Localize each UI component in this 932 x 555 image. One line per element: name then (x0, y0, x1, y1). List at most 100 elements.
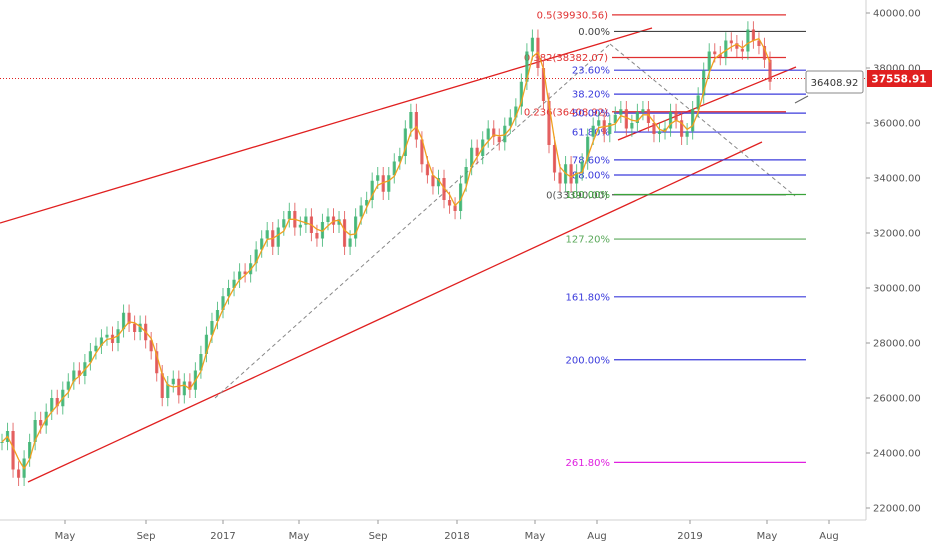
candle-body (16, 469, 21, 478)
candle-body (182, 381, 186, 396)
candle-body (420, 139, 424, 165)
fib-retracement-label: 261.80% (566, 458, 611, 469)
candle-body (138, 323, 142, 332)
candle-body (72, 370, 76, 382)
candle-body (77, 370, 81, 376)
candle-body (149, 340, 153, 352)
candle-body (641, 109, 645, 112)
fib-retracement-label: 100.00% (566, 190, 611, 201)
dashed-projection-down (609, 43, 796, 197)
y-tick-label: 30000.00 (873, 284, 921, 295)
candle-body (735, 43, 739, 49)
candle-body (304, 216, 308, 225)
candle-body (414, 112, 418, 140)
candle-body (724, 40, 728, 57)
candle-body (713, 51, 717, 55)
x-tick-label: 2019 (677, 531, 702, 542)
candle-body (663, 128, 667, 132)
candle-body (387, 175, 391, 192)
candle-body (166, 384, 170, 398)
candle-body (204, 334, 209, 354)
x-tick-label: May (289, 531, 310, 542)
candle-body (668, 112, 673, 129)
x-tick-label: May (55, 531, 76, 542)
candle-body (685, 131, 689, 137)
price-series[interactable] (0, 21, 772, 486)
fib-extension-label: 0(33390.00) (546, 190, 608, 201)
candle-body (94, 345, 98, 352)
candle-body (514, 106, 518, 118)
candle-body (354, 216, 358, 239)
candle-body (569, 164, 573, 184)
candle-body (525, 51, 529, 82)
candle-body (746, 29, 750, 52)
inner-trendline[interactable] (617, 66, 797, 141)
candle-body (447, 200, 452, 206)
x-tick-label: Sep (137, 531, 156, 542)
fib-retracement-levels[interactable]: 0.00% 23.60% 38.20% 50.00% 61.80% 78.60% 88.00… (566, 27, 807, 469)
candle-body (679, 120, 684, 137)
candle-body (597, 120, 601, 126)
candle-body (39, 420, 43, 426)
candle-body (458, 183, 463, 211)
candle-body (66, 381, 70, 390)
candle-body (177, 378, 181, 396)
last-price-label: 37558.91 (871, 74, 926, 86)
time-axis[interactable]: May Sep 2017 May Sep 2018 May Aug 2019 May Aug (55, 520, 839, 542)
candle-body (497, 136, 501, 143)
candle-body (707, 51, 711, 71)
x-tick-label: Aug (819, 531, 839, 542)
candle-body (762, 46, 767, 60)
channel-lower-trendline[interactable] (27, 141, 763, 483)
candle-body (702, 70, 706, 96)
candle-body (381, 175, 385, 192)
candle-body (696, 95, 700, 110)
moving-average-line[interactable] (1, 37, 771, 470)
candle-body (348, 238, 352, 247)
candle-body (619, 109, 623, 115)
candle-body (558, 172, 562, 184)
candle-body (342, 219, 347, 247)
candle-body (464, 167, 468, 184)
price-marker-label: 36408.92 (811, 78, 859, 89)
candle-body (409, 112, 413, 129)
candle-body (50, 398, 54, 412)
candle-body (359, 205, 363, 217)
fib-retracement-label: 38.20% (572, 90, 610, 101)
fib-extension-label: 0.382(38382.07) (524, 53, 608, 64)
dashed-projection-up (214, 43, 611, 399)
candle-body (221, 296, 225, 310)
x-tick-label: Aug (587, 531, 607, 542)
candle-body (613, 114, 617, 123)
candle-body (210, 321, 214, 335)
y-tick-label: 22000.00 (873, 504, 921, 515)
fib-extension-label: 0.5(39930.56) (537, 10, 609, 21)
price-marker-pointer (794, 95, 809, 104)
candle-body (586, 136, 590, 162)
fib-retracement-label: 50.00% (572, 109, 610, 120)
candle-body (188, 381, 192, 390)
candle-body (674, 112, 678, 121)
price-axis[interactable]: 40000.00 38000.00 36000.00 34000.00 32000.00… (866, 9, 921, 515)
y-tick-label: 24000.00 (873, 449, 921, 460)
candle-body (326, 216, 330, 222)
fib-extension-label: 0.236(36408.92) (524, 107, 608, 118)
candle-body (768, 59, 772, 82)
price-marker-box[interactable] (805, 70, 864, 94)
fib-retracement-label: 78.60% (572, 155, 610, 166)
y-tick-label: 36000.00 (873, 119, 921, 130)
candle-body (337, 219, 341, 225)
candle-body (425, 164, 430, 176)
candle-body (365, 200, 369, 206)
y-tick-label: 40000.00 (873, 9, 921, 20)
candle-body (298, 224, 302, 228)
candle-body (121, 312, 126, 330)
candle-body (580, 161, 584, 173)
candle-body (547, 101, 551, 145)
candle-body (508, 117, 512, 126)
candle-body (55, 398, 59, 407)
y-tick-label: 38000.00 (873, 64, 921, 75)
candle-body (552, 145, 557, 173)
